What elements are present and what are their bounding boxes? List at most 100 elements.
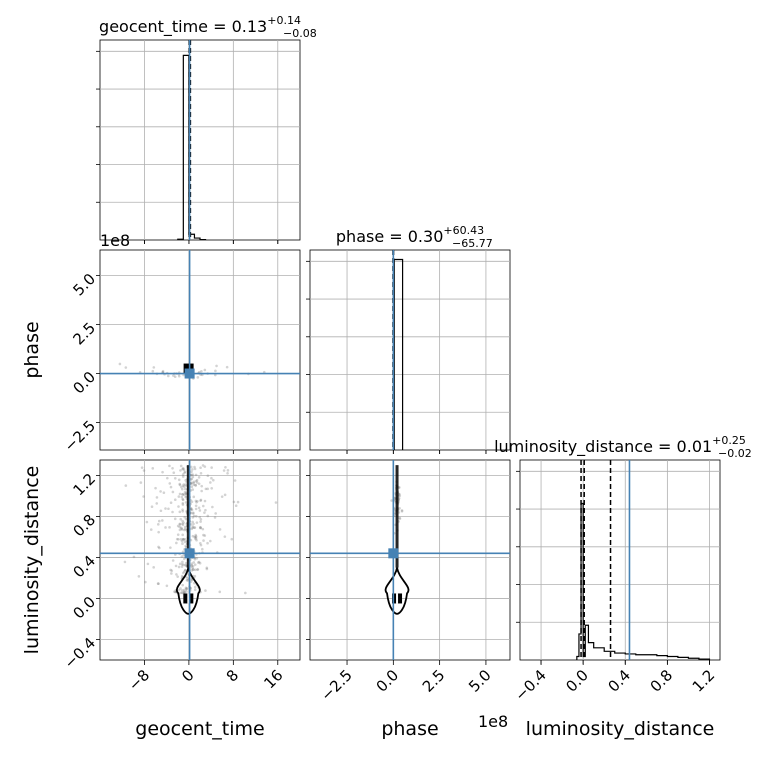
scatter-point	[181, 501, 185, 505]
scatter-point	[178, 528, 182, 532]
scatter-point	[179, 538, 183, 541]
scatter-point	[166, 374, 170, 378]
scatter-point	[244, 591, 247, 595]
scatter-point	[192, 568, 195, 571]
scatter-point	[184, 544, 188, 548]
scatter-point	[191, 512, 195, 515]
scatter-point	[206, 514, 210, 518]
density-peak-gap	[396, 593, 399, 604]
scatter-point	[192, 514, 196, 518]
scatter-point	[172, 471, 176, 475]
scatter-point	[181, 537, 185, 541]
scatter-point	[224, 465, 227, 469]
scatter-point	[194, 484, 197, 487]
panel-phase-vs-luminosity-distance	[309, 459, 511, 661]
title-minus: −0.02	[718, 447, 752, 460]
scatter-point	[179, 464, 183, 468]
scatter-point	[191, 516, 195, 519]
scatter-point	[191, 468, 194, 471]
scatter-point	[201, 504, 205, 508]
scatter-point	[123, 560, 127, 564]
truth-marker	[388, 548, 399, 559]
title-param: geocent_time	[99, 17, 208, 37]
scatter-point	[167, 507, 170, 511]
scatter-point	[140, 466, 144, 469]
scatter-point	[206, 474, 210, 478]
scatter-point	[199, 526, 202, 530]
scatter-point	[170, 572, 173, 575]
scatter-point	[186, 577, 189, 580]
hist-step	[177, 54, 207, 240]
scatter-point	[157, 530, 160, 534]
scatter-point	[203, 534, 207, 537]
x-tick-label: 0.0	[373, 666, 403, 696]
panel-geocent-time-hist	[99, 39, 301, 241]
scatter-point	[200, 489, 203, 493]
scatter-point	[150, 505, 154, 508]
density-core	[186, 465, 190, 568]
scatter-point	[169, 501, 173, 504]
scatter-point	[194, 535, 197, 539]
y-tick-label: 0.4	[69, 552, 99, 582]
scatter-point	[180, 574, 184, 578]
scatter-point	[144, 580, 147, 584]
scatter-point	[193, 588, 197, 591]
scatter-point	[189, 507, 193, 510]
scatter-point	[198, 509, 202, 512]
scatter-point	[152, 366, 156, 369]
scatter-point	[317, 370, 320, 373]
scatter-point	[192, 526, 196, 529]
scatter-point	[185, 590, 188, 593]
scatter-point	[178, 522, 182, 526]
scatter-point	[180, 485, 183, 489]
scatter-point	[161, 369, 165, 373]
scatter-point	[183, 515, 187, 519]
scatter-point	[182, 521, 185, 524]
scatter-point	[190, 562, 194, 565]
x-tick-label: 1.2	[689, 666, 719, 696]
scatter-point	[184, 586, 188, 590]
scatter-point	[181, 583, 185, 587]
scatter-point	[199, 525, 202, 529]
scatter-point	[181, 492, 184, 496]
scatter-point	[183, 491, 187, 494]
scatter-point	[192, 483, 196, 487]
scatter-point	[183, 568, 187, 572]
scatter-point	[211, 505, 214, 509]
hist-group	[520, 460, 720, 660]
scatter-point	[177, 565, 181, 569]
x-tick-label: 2.5	[419, 666, 449, 696]
title-minus: −0.08	[283, 27, 317, 40]
scatter-point	[192, 561, 196, 564]
scatter-point	[175, 537, 179, 541]
scatter-point	[182, 571, 185, 575]
scatter-point	[177, 374, 181, 378]
scatter-point	[194, 568, 197, 572]
scatter-point	[171, 490, 175, 494]
scatter-point	[181, 475, 185, 478]
scatter-point	[182, 528, 186, 532]
scatter-point	[184, 483, 187, 487]
scatter-point	[155, 502, 159, 505]
density-core	[395, 465, 399, 568]
scatter-point	[400, 509, 404, 512]
truth-marker	[184, 548, 195, 559]
scatter-point	[196, 376, 200, 379]
scatter-point	[124, 366, 128, 369]
scatter-point	[191, 525, 195, 528]
scatter-point	[200, 370, 203, 373]
scatter-point	[172, 374, 175, 377]
scatter-point	[181, 533, 184, 537]
scatter-point	[182, 563, 185, 567]
scatter-point	[181, 519, 184, 523]
x-tick-label: 0.4	[604, 666, 634, 696]
scatter-point	[203, 511, 206, 514]
scatter-point	[182, 590, 186, 594]
scatter-point	[189, 580, 193, 583]
scatter-point	[179, 587, 182, 590]
scatter-point	[197, 561, 200, 564]
scatter-point	[182, 537, 185, 541]
panel-frame	[99, 249, 301, 451]
scatter-point	[189, 482, 193, 486]
